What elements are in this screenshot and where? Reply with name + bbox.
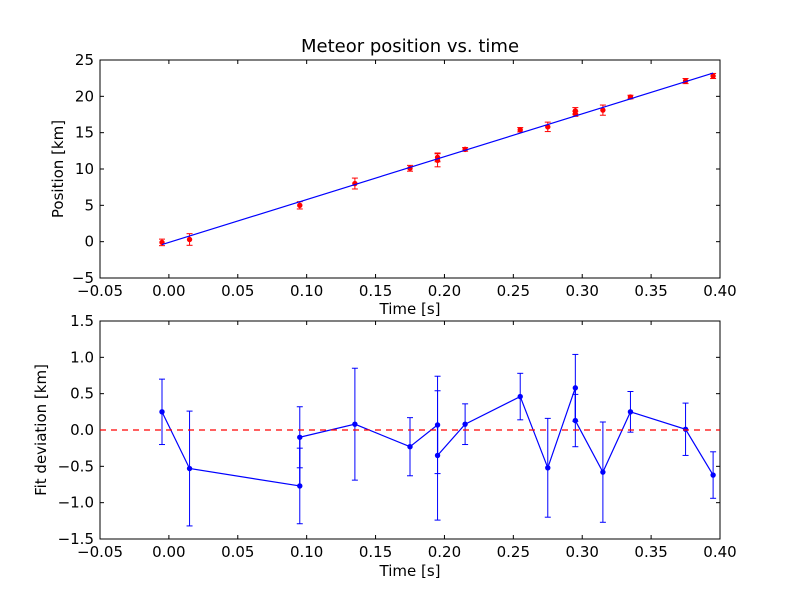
deviation-data-point [462, 421, 468, 427]
deviation-x-tick-label: 0.30 [566, 543, 599, 561]
position-y-tick-label: 10 [75, 160, 94, 178]
position-x-tick-label: 0.05 [221, 282, 254, 300]
deviation-marks [100, 353, 720, 527]
deviation-data-point [545, 465, 551, 471]
deviation-y-tick-label: −0.5 [58, 457, 94, 475]
deviation-y-tick-label: −1.0 [58, 494, 94, 512]
deviation-chart: −0.05 0.00 0.05 0.10 0.15 0.20 0.25 0.30 0.35 0.4… [32, 312, 737, 580]
deviation-y-tick-label: 1.5 [70, 312, 94, 330]
position-data-point [517, 127, 523, 133]
deviation-data-point [572, 385, 579, 391]
position-x-axis-label: Time [s] [379, 300, 441, 318]
deviation-y-tick-label: 0.0 [70, 421, 94, 439]
deviation-data-point [710, 472, 716, 478]
deviation-ticks: −0.05 0.00 0.05 0.10 0.15 0.20 0.25 0.30 0.35 0.4… [58, 312, 737, 561]
position-ticks: −0.05 0.00 0.05 0.10 0.15 0.20 0.25 0.30 0.35 0.4… [72, 51, 737, 300]
position-y-tick-label: 5 [84, 196, 94, 214]
position-fit-line [161, 72, 714, 246]
deviation-y-tick-label: −1.5 [58, 530, 94, 548]
deviation-x-tick-label: 0.20 [428, 543, 461, 561]
chart-title: Meteor position vs. time [301, 36, 519, 57]
deviation-data-point [407, 444, 413, 450]
deviation-data-point [186, 465, 193, 472]
position-y-tick-label: 20 [75, 87, 94, 105]
deviation-x-tick-label: −0.05 [77, 543, 123, 561]
position-x-tick-label: 0.30 [566, 282, 599, 300]
deviation-data-point [352, 421, 358, 427]
position-data-point [600, 107, 606, 113]
deviation-x-tick-label: 0.10 [290, 543, 323, 561]
deviation-x-tick-label: 0.25 [497, 543, 530, 561]
deviation-data-point [297, 483, 303, 489]
position-y-tick-label: 0 [84, 233, 94, 251]
deviation-x-tick-label: 0.35 [634, 543, 667, 561]
deviation-x-axis-label: Time [s] [379, 562, 441, 580]
deviation-x-tick-label: 0.00 [152, 543, 185, 561]
deviation-data-point [682, 426, 689, 432]
position-data-point [186, 236, 193, 243]
deviation-data-point [297, 434, 303, 440]
position-x-tick-label: 0.40 [703, 282, 736, 300]
position-x-tick-label: 0.20 [428, 282, 461, 300]
deviation-x-tick-label: 0.40 [703, 543, 736, 561]
deviation-data-point [159, 409, 165, 415]
position-x-tick-label: 0.10 [290, 282, 323, 300]
deviation-x-tick-label: 0.05 [221, 543, 254, 561]
position-x-tick-label: 0.00 [152, 282, 185, 300]
position-x-tick-label: −0.05 [77, 282, 123, 300]
position-x-tick-label: 0.35 [634, 282, 667, 300]
position-chart: Meteor position vs. time −0.05 0.00 0.05 0.… [49, 36, 737, 318]
position-y-axis-label: Position [km] [49, 120, 67, 218]
position-data-point [710, 73, 716, 79]
deviation-y-tick-label: 0.5 [70, 385, 94, 403]
position-data-point [572, 108, 579, 114]
deviation-y-tick-label: 1.0 [70, 348, 94, 366]
position-y-tick-label: 15 [75, 124, 94, 142]
deviation-data-point [572, 417, 579, 424]
position-y-tick-label: 25 [75, 51, 94, 69]
deviation-data-point [517, 393, 523, 400]
deviation-data-point [600, 469, 606, 475]
deviation-data-point [434, 452, 441, 459]
position-marks [159, 72, 717, 247]
deviation-y-axis-label: Fit deviation [km] [32, 364, 50, 496]
position-x-tick-label: 0.25 [497, 282, 530, 300]
deviation-data-point [627, 409, 634, 415]
position-x-tick-label: 0.15 [359, 282, 392, 300]
position-data-point [297, 202, 303, 209]
position-y-tick-label: −5 [72, 269, 94, 287]
deviation-x-tick-label: 0.15 [359, 543, 392, 561]
position-data-point [159, 239, 165, 246]
